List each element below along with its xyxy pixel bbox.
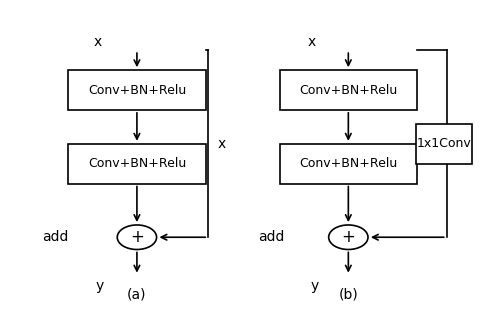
Text: x: x [218, 137, 226, 151]
Text: +: + [130, 228, 144, 246]
Text: Conv+BN+Relu: Conv+BN+Relu [299, 157, 398, 170]
Text: add: add [258, 230, 284, 244]
Text: Conv+BN+Relu: Conv+BN+Relu [299, 83, 398, 96]
FancyBboxPatch shape [280, 70, 417, 110]
FancyBboxPatch shape [68, 144, 206, 184]
Text: Conv+BN+Relu: Conv+BN+Relu [88, 157, 186, 170]
Text: 1x1Conv: 1x1Conv [417, 137, 472, 150]
Text: y: y [311, 279, 319, 293]
FancyBboxPatch shape [280, 144, 417, 184]
Text: (a): (a) [127, 288, 146, 302]
Circle shape [328, 225, 368, 249]
FancyBboxPatch shape [416, 124, 472, 163]
Text: x: x [308, 35, 316, 49]
FancyBboxPatch shape [68, 70, 206, 110]
Circle shape [117, 225, 156, 249]
Text: y: y [96, 279, 104, 293]
Text: (b): (b) [338, 288, 358, 302]
Text: Conv+BN+Relu: Conv+BN+Relu [88, 83, 186, 96]
Text: x: x [94, 35, 102, 49]
Text: add: add [42, 230, 68, 244]
Text: +: + [342, 228, 355, 246]
